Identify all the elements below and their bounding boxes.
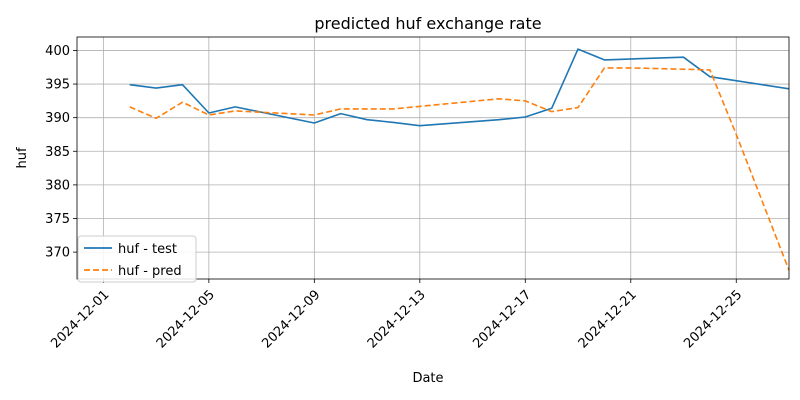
legend-label-pred: huf - pred: [118, 264, 182, 279]
series-line-pred: [129, 67, 790, 271]
y-tick-label: 375: [45, 212, 70, 227]
series-lines: [129, 48, 790, 271]
series-line-test: [129, 48, 790, 127]
x-tick-label: 2024-12-01: [48, 287, 112, 351]
y-tick-label: 385: [45, 145, 70, 160]
x-tick-label: 2024-12-09: [259, 287, 323, 351]
axis-ticks: 2024-12-01 2024-12-05 2024-12-09 2024-12-13…: [45, 44, 745, 352]
x-tick-label: 2024-12-21: [576, 287, 640, 351]
chart-title: predicted huf exchange rate: [314, 14, 541, 33]
y-tick-label: 370: [45, 246, 70, 261]
y-tick-label: 395: [45, 78, 70, 93]
x-tick-label: 2024-12-25: [681, 287, 745, 351]
plot-area-frame: [76, 36, 790, 280]
y-tick-label: 380: [45, 178, 70, 193]
x-tick-label: 2024-12-13: [365, 287, 429, 351]
legend: huf - test huf - pred: [77, 235, 197, 283]
legend-label-test: huf - test: [118, 242, 177, 257]
grid-lines: [77, 37, 789, 279]
y-tick-label: 390: [45, 111, 70, 126]
y-axis-label: huf: [15, 147, 30, 168]
y-tick-label: 400: [45, 44, 70, 59]
x-axis-label: Date: [412, 371, 443, 386]
x-tick-label: 2024-12-05: [154, 287, 218, 351]
x-tick-label: 2024-12-17: [470, 287, 534, 351]
